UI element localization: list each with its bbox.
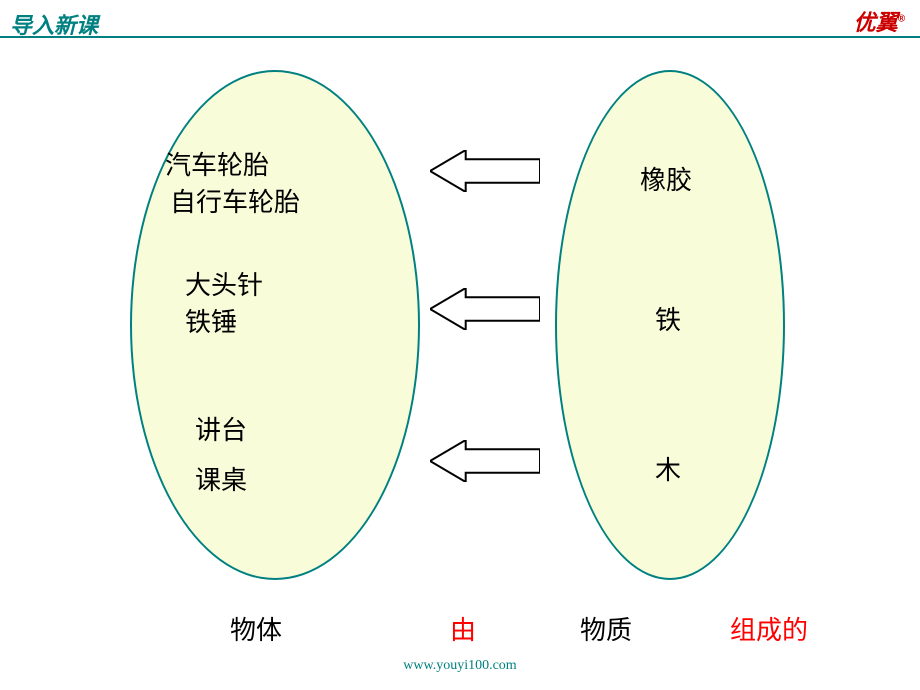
object-item: 铁锤 xyxy=(185,302,237,339)
header: 导入新课 优翼® xyxy=(0,0,920,40)
arrow-left-icon xyxy=(430,288,540,330)
bottom-label: 物质 xyxy=(580,610,632,647)
object-item: 自行车轮胎 xyxy=(170,182,300,219)
bottom-label: 组成的 xyxy=(730,610,808,647)
header-line xyxy=(0,36,920,38)
material-item: 橡胶 xyxy=(640,160,692,197)
object-item: 课桌 xyxy=(195,460,247,497)
arrow-left-icon xyxy=(430,440,540,482)
footer-url: www.youyi100.com xyxy=(0,658,920,674)
logo: 优翼® xyxy=(854,5,905,37)
logo-mark: ® xyxy=(898,14,905,25)
diagram-area: 汽车轮胎自行车轮胎大头针铁锤讲台课桌 橡胶铁木 xyxy=(0,70,920,620)
material-item: 木 xyxy=(655,450,681,487)
bottom-label: 由 xyxy=(450,610,476,647)
object-item: 汽车轮胎 xyxy=(165,145,269,182)
object-item: 大头针 xyxy=(185,265,263,302)
arrow-left-icon xyxy=(430,150,540,192)
bottom-label: 物体 xyxy=(230,610,282,647)
footer-url-text: www.youyi100.com xyxy=(393,658,526,673)
logo-text: 优翼 xyxy=(854,10,898,35)
material-item: 铁 xyxy=(655,300,681,337)
object-item: 讲台 xyxy=(195,410,247,447)
